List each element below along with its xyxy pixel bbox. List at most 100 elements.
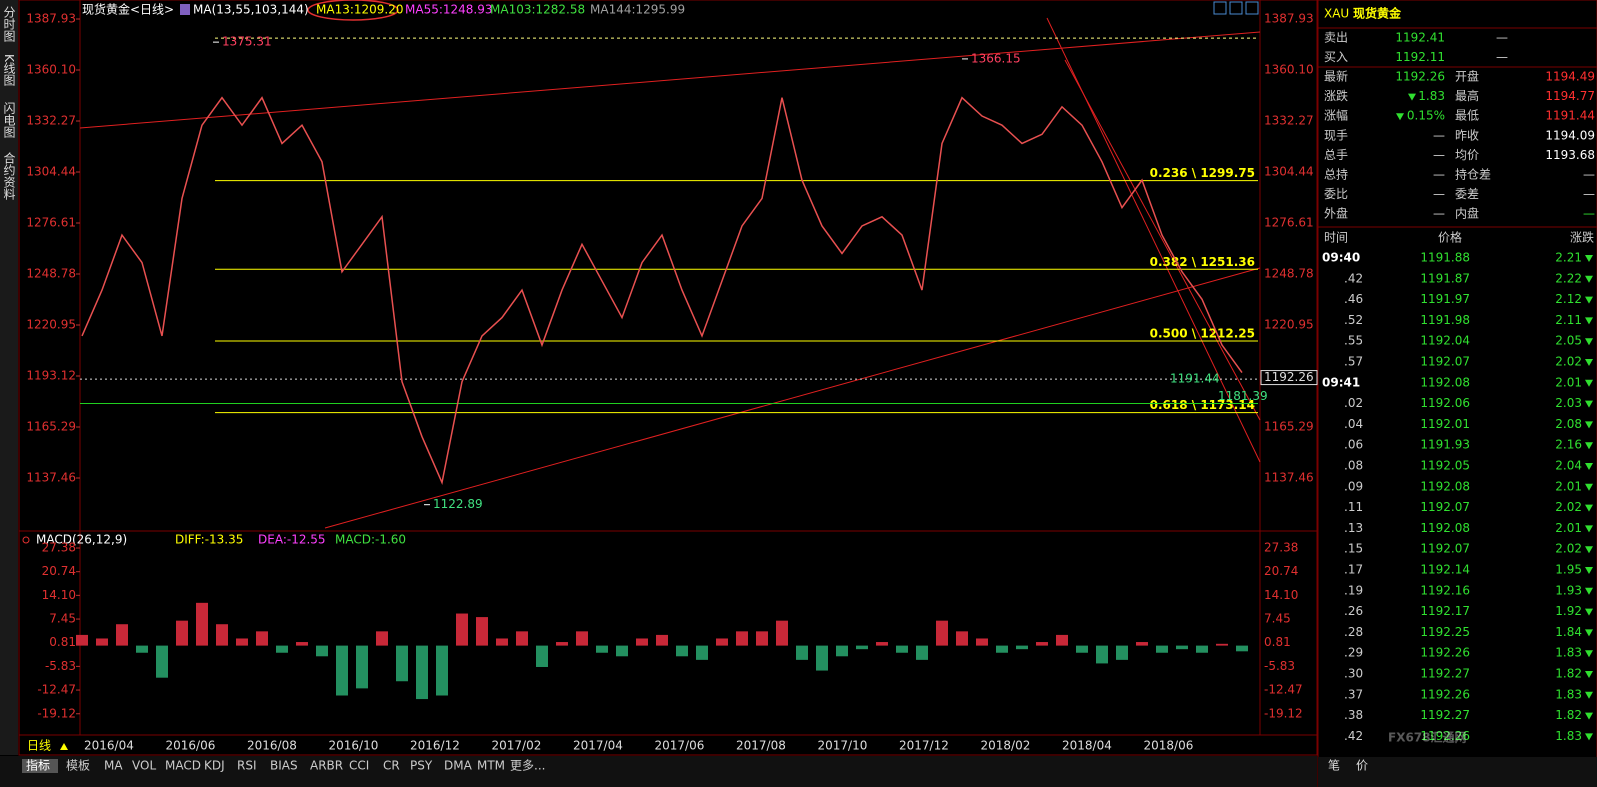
- tick-time: 09:40: [1322, 251, 1360, 265]
- bottom-tab[interactable]: 指标: [26, 758, 50, 773]
- tick-price: 1191.93: [1420, 438, 1470, 452]
- quote-value: 1194.09: [1545, 128, 1595, 142]
- quote-label: 外盘: [1324, 206, 1348, 221]
- down-arrow: [1585, 442, 1593, 450]
- y-tick-label: 20.74: [1264, 564, 1298, 578]
- tick-price: 1192.01: [1420, 417, 1470, 431]
- side-tab[interactable]: 合约资料: [2, 151, 16, 200]
- quote-value: 1194.49: [1545, 70, 1595, 84]
- macd-bar: [636, 638, 648, 646]
- down-arrow: [1585, 255, 1593, 262]
- panel-tab[interactable]: 笔: [1328, 758, 1340, 773]
- macd-bar: [236, 638, 248, 646]
- bottom-tab[interactable]: RSI: [237, 759, 257, 773]
- ma-value: MA144:1295.99: [590, 3, 685, 17]
- down-arrow: [1585, 504, 1593, 512]
- tick-price: 1192.14: [1420, 563, 1470, 577]
- macd-bar: [736, 631, 748, 646]
- bottom-tab[interactable]: CR: [383, 759, 400, 773]
- fib-label: 0.618 \ 1173.14: [1150, 398, 1255, 412]
- down-arrow: [1585, 587, 1593, 595]
- bottom-tab[interactable]: MA: [104, 759, 123, 773]
- x-tick-label: 2017/08: [736, 739, 786, 753]
- tick-time: .57: [1344, 355, 1363, 369]
- macd-bar: [716, 638, 728, 646]
- side-bar: [0, 0, 18, 755]
- side-tab[interactable]: 分时图: [2, 6, 16, 42]
- side-tab[interactable]: 闪电图: [2, 102, 16, 138]
- tick-time: .46: [1344, 292, 1363, 306]
- tick-change: 1.95: [1555, 563, 1582, 577]
- bottom-tab[interactable]: VOL: [132, 759, 156, 773]
- bottom-tab[interactable]: PSY: [410, 759, 433, 773]
- y-tick-label: 0.81: [49, 635, 76, 649]
- x-tick-label: 2016/04: [84, 739, 134, 753]
- down-arrow: [1585, 421, 1593, 429]
- fib-label: 0.382 \ 1251.36: [1150, 255, 1255, 269]
- tick-price: 1191.98: [1420, 313, 1470, 327]
- tick-change: 1.82: [1555, 667, 1582, 681]
- macd-bar: [1216, 643, 1228, 646]
- quote-label: 最低: [1455, 109, 1479, 123]
- quote-value: —: [1433, 207, 1445, 221]
- quote-name: 现货黄金: [1353, 6, 1402, 21]
- macd-bar: [156, 645, 168, 678]
- period-tab[interactable]: 日线: [27, 739, 51, 753]
- macd-bar: [216, 624, 228, 646]
- bottom-tab[interactable]: ARBR: [310, 759, 343, 773]
- bottom-tab[interactable]: BIAS: [270, 759, 298, 773]
- down-arrow: [1585, 463, 1593, 470]
- macd-bar: [136, 645, 148, 653]
- macd-bar: [1136, 642, 1148, 646]
- macd-bar: [1176, 645, 1188, 650]
- bottom-tab[interactable]: DMA: [444, 759, 473, 773]
- macd-bar: [936, 620, 948, 646]
- quote-label: 委差: [1455, 187, 1479, 201]
- tick-change: 2.12: [1555, 292, 1582, 306]
- tick-price: 1192.08: [1420, 479, 1470, 493]
- quote-value: 1192.26: [1395, 70, 1445, 84]
- y-tick-label: 1248.78: [26, 266, 76, 280]
- ticks-header: 涨跌: [1570, 230, 1594, 245]
- tick-change: 2.01: [1555, 375, 1582, 389]
- y-tick-label: 27.38: [42, 541, 76, 555]
- down-arrow: [1585, 379, 1593, 387]
- quote-label: 持仓差: [1455, 167, 1491, 182]
- macd-bar: [876, 642, 888, 646]
- y-tick-label: 1248.78: [1264, 266, 1314, 280]
- bottom-tab[interactable]: MTM: [477, 759, 505, 773]
- down-arrow: [1585, 650, 1593, 658]
- side-tab[interactable]: K线图: [2, 54, 16, 86]
- window-button[interactable]: [1245, 1, 1259, 15]
- window-button[interactable]: [1213, 1, 1227, 15]
- quote-value: 0.15%: [1407, 109, 1445, 123]
- window-button[interactable]: [1229, 1, 1243, 15]
- panel-tab[interactable]: 价: [1356, 759, 1368, 773]
- macd-bar: [376, 631, 388, 646]
- macd-bar: [496, 638, 508, 646]
- x-tick-label: 2018/04: [1062, 739, 1112, 753]
- tick-change: 2.16: [1555, 438, 1582, 452]
- tick-change: 2.01: [1555, 479, 1582, 493]
- quote-value: 1192.11: [1395, 50, 1445, 64]
- macd-bar: [1236, 645, 1248, 652]
- bottom-tab[interactable]: CCI: [349, 759, 369, 773]
- bottom-tab[interactable]: 模板: [66, 759, 90, 773]
- macd-bar: [436, 645, 448, 696]
- bottom-tab[interactable]: MACD: [165, 759, 201, 773]
- down-arrow: [1408, 93, 1416, 101]
- tick-price: 1192.07: [1420, 500, 1470, 514]
- tick-price: 1192.17: [1420, 604, 1470, 618]
- quote-label: 卖出: [1324, 31, 1348, 45]
- down-arrow: [1585, 483, 1593, 491]
- quote-symbol: XAU: [1324, 7, 1349, 21]
- quote-label: 买入: [1324, 50, 1348, 64]
- ticks-header: 时间: [1324, 231, 1348, 245]
- ma-value: MA103:1282.58: [490, 3, 585, 17]
- tick-change: 1.82: [1555, 708, 1582, 722]
- bottom-tab[interactable]: KDJ: [204, 759, 225, 773]
- quote-label: 总手: [1324, 148, 1348, 162]
- bottom-tab[interactable]: 更多...: [510, 759, 545, 773]
- macd-bar: [976, 638, 988, 646]
